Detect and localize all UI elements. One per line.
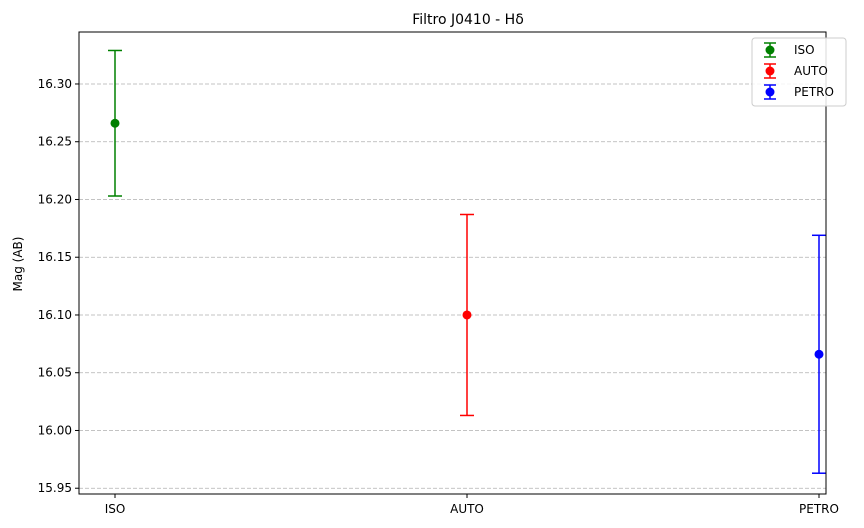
legend-box <box>751 37 847 107</box>
grid-lines <box>79 83 826 489</box>
y-tick-label: 15.95 <box>38 481 72 495</box>
y-tick-label: 16.25 <box>38 135 72 149</box>
legend-marker <box>765 87 775 97</box>
y-tick-label: 16.05 <box>38 366 72 380</box>
data-point <box>462 310 472 320</box>
data-marks <box>108 49 826 474</box>
x-tick-label: PETRO <box>799 502 839 516</box>
legend-label: PETRO <box>794 85 834 99</box>
plot-frame <box>78 31 827 495</box>
legend-entry-auto: AUTO <box>764 63 828 79</box>
legend-marker <box>765 45 775 55</box>
y-axis-label: Mag (AB) <box>11 237 25 292</box>
errorbar-petro <box>812 234 826 474</box>
legend-label: AUTO <box>794 64 828 78</box>
y-tick-label: 16.30 <box>38 77 72 91</box>
y-axis: 15.95 16.00 16.05 16.10 16.15 16.20 16.25 16.30 <box>38 77 79 495</box>
legend-entry-petro: PETRO <box>764 84 834 100</box>
legend-entry-iso: ISO <box>764 42 815 58</box>
y-tick-label: 16.00 <box>38 423 72 437</box>
y-tick-label: 16.20 <box>38 192 72 206</box>
legend-marker <box>765 66 775 76</box>
data-point <box>110 118 120 128</box>
legend-label: ISO <box>794 43 815 57</box>
errorbar-iso <box>108 49 122 197</box>
x-tick-label: ISO <box>105 502 126 516</box>
x-axis: ISO AUTO PETRO <box>105 494 839 516</box>
errorbar-auto <box>460 213 474 417</box>
legend: ISO AUTO PETRO <box>751 37 847 107</box>
x-tick-label: AUTO <box>450 502 484 516</box>
y-tick-label: 16.10 <box>38 308 72 322</box>
data-point <box>814 349 824 359</box>
y-tick-label: 16.15 <box>38 250 72 264</box>
chart-title: Filtro J0410 - Hδ <box>412 12 524 28</box>
